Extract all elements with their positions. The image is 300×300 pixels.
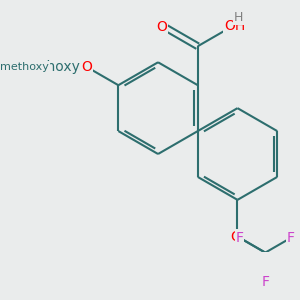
Text: O: O — [156, 20, 167, 34]
Text: O: O — [231, 230, 242, 244]
Text: OH: OH — [224, 19, 245, 33]
Text: methoxy: methoxy — [0, 62, 49, 72]
Text: methoxy: methoxy — [20, 60, 80, 74]
Text: O: O — [81, 60, 92, 74]
Text: F: F — [287, 231, 295, 245]
Text: F: F — [236, 231, 244, 245]
Text: F: F — [261, 275, 269, 290]
Text: H: H — [233, 11, 243, 24]
